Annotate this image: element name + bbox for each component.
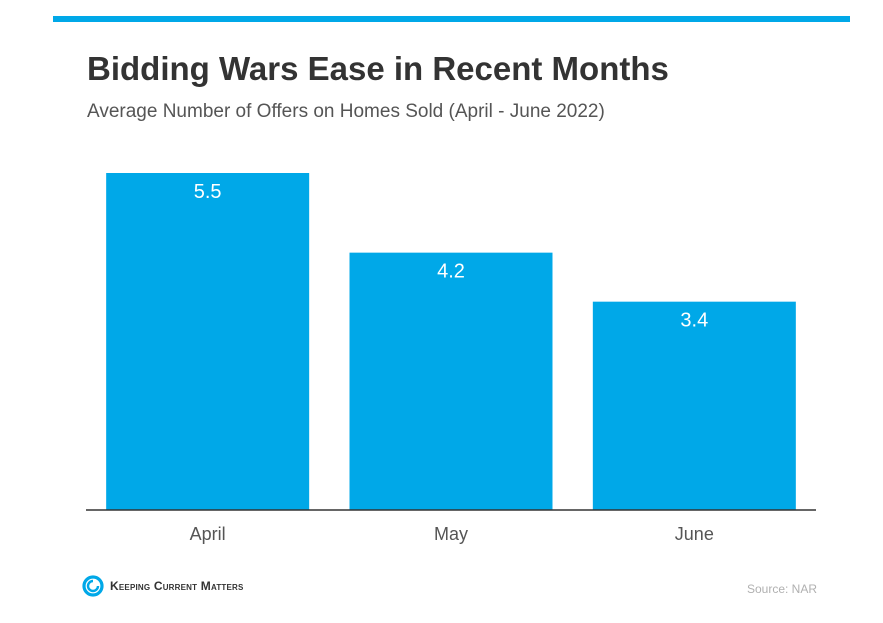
x-tick-label-may: May [434, 524, 468, 544]
data-label-may: 4.2 [437, 261, 465, 283]
kcm-logo: Keeping Current Matters [82, 575, 244, 597]
top-accent-bar [53, 16, 850, 22]
chart-title: Bidding Wars Ease in Recent Months [87, 50, 669, 87]
logo-text: Keeping Current Matters [110, 579, 244, 593]
bar-april [106, 173, 310, 510]
chart-subtitle: Average Number of Offers on Homes Sold (… [87, 101, 605, 122]
data-label-april: 5.5 [194, 181, 222, 203]
source-note: Source: NAR [746, 582, 817, 596]
x-tick-label-june: June [675, 524, 714, 544]
data-label-june: 3.4 [680, 310, 708, 332]
bar-june [592, 301, 796, 510]
bar-may [349, 252, 553, 510]
kcm-swirl-icon [82, 575, 104, 597]
x-tick-label-april: April [190, 524, 226, 544]
